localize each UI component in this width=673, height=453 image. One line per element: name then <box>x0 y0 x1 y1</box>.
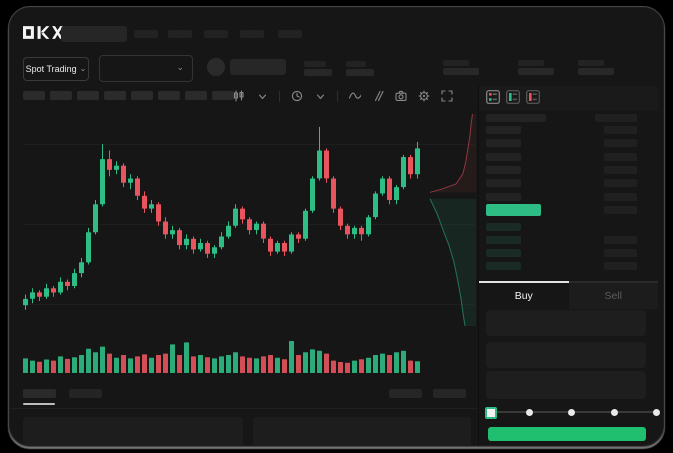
candlestick-chart[interactable] <box>23 114 421 329</box>
toolbar-divider <box>279 90 280 102</box>
slider-handle[interactable] <box>485 407 497 419</box>
camera-icon[interactable] <box>395 90 407 102</box>
book-bids-only-icon[interactable] <box>506 90 520 104</box>
bottom-tab-skeleton[interactable] <box>69 389 102 398</box>
trade-tabs: Buy Sell <box>479 281 658 309</box>
ticker-stat-skeleton <box>578 60 604 66</box>
settings-gear-icon[interactable] <box>418 90 430 102</box>
active-tab-underline <box>23 403 55 405</box>
nav-search-skeleton <box>61 26 127 42</box>
bottom-tab-active-skeleton[interactable] <box>23 389 56 398</box>
pair-coin-icon <box>207 58 225 76</box>
orderbook-mid-price[interactable] <box>486 204 541 216</box>
candle-type-icon[interactable] <box>233 90 245 102</box>
toolbar-item-skeleton <box>185 91 207 100</box>
ask-amount-skeleton <box>604 139 637 147</box>
nav-item-skeleton <box>168 30 192 38</box>
ask-amount-skeleton <box>604 193 637 201</box>
ticker-stat-skeleton <box>304 69 332 76</box>
bottom-panel-skeleton <box>253 417 471 446</box>
indicator-wave-icon[interactable] <box>349 90 361 102</box>
toolbar-item-skeleton <box>158 91 180 100</box>
ask-price-skeleton <box>486 166 521 174</box>
order-total-field[interactable] <box>486 371 646 399</box>
ask-price-skeleton <box>486 179 521 187</box>
nav-item-skeleton <box>134 30 158 38</box>
interval-clock-icon[interactable] <box>291 90 303 102</box>
ask-price-skeleton <box>486 139 521 147</box>
orderbook-header-skeleton <box>486 114 546 122</box>
ticker-stat-skeleton <box>578 68 614 75</box>
nav-item-skeleton <box>278 30 302 38</box>
nav-item-skeleton <box>240 30 264 38</box>
pair-selector-dropdown[interactable]: ⌄ <box>99 55 193 82</box>
bottom-action-skeleton[interactable] <box>433 389 466 398</box>
ticker-stat-skeleton <box>346 69 374 76</box>
market-type-label: Spot Trading <box>25 64 77 74</box>
toolbar-item-skeleton <box>104 91 126 100</box>
slider-dot[interactable] <box>567 408 575 416</box>
toolbar-item-skeleton <box>212 91 234 100</box>
bid-amount-skeleton <box>604 262 637 270</box>
market-type-dropdown[interactable]: Spot Trading ⌄ <box>23 57 89 81</box>
toolbar-item-skeleton <box>131 91 153 100</box>
bid-price-skeleton <box>486 236 521 244</box>
ticker-stat-skeleton <box>304 61 326 67</box>
tab-buy[interactable]: Buy <box>479 281 569 309</box>
orderbook-header-skeleton <box>595 114 637 122</box>
ask-amount-skeleton <box>604 166 637 174</box>
slider-dot[interactable] <box>652 408 660 416</box>
ticker-stat-skeleton <box>518 68 554 75</box>
ticker-stat-skeleton <box>443 68 479 75</box>
ticker-stat-skeleton <box>443 60 469 66</box>
caret-down-icon[interactable] <box>256 90 268 102</box>
divider <box>9 408 478 409</box>
ask-price-skeleton <box>486 126 521 134</box>
ask-price-skeleton <box>486 153 521 161</box>
bottom-action-skeleton[interactable] <box>389 389 422 398</box>
bid-price-skeleton <box>486 249 521 257</box>
order-price-field[interactable] <box>486 310 646 336</box>
ticker-stat-skeleton <box>346 61 366 67</box>
ask-amount-skeleton <box>604 126 637 134</box>
fullscreen-icon[interactable] <box>441 90 453 102</box>
buy-submit-button[interactable] <box>488 427 646 441</box>
ask-amount-skeleton <box>604 153 637 161</box>
nav-item-skeleton <box>204 30 228 38</box>
tab-sell[interactable]: Sell <box>568 281 658 309</box>
order-amount-field[interactable] <box>486 342 646 368</box>
compare-icon[interactable] <box>372 90 384 102</box>
divider <box>478 85 479 446</box>
pair-name-skeleton <box>230 59 286 75</box>
toolbar-item-skeleton <box>77 91 99 100</box>
chart-toolbar-icons <box>233 89 453 103</box>
book-combined-icon[interactable] <box>486 90 500 104</box>
slider-dot[interactable] <box>525 408 533 416</box>
toolbar-item-skeleton <box>50 91 72 100</box>
bid-amount-skeleton <box>604 249 637 257</box>
ask-price-skeleton <box>486 193 521 201</box>
ticker-stat-skeleton <box>518 60 544 66</box>
ask-amount-skeleton <box>604 179 637 187</box>
caret-down-icon[interactable] <box>314 90 326 102</box>
book-asks-only-icon[interactable] <box>526 90 540 104</box>
toolbar-item-skeleton <box>23 91 45 100</box>
mid-amount-skeleton <box>604 206 637 214</box>
slider-dot[interactable] <box>610 408 618 416</box>
app-window: Spot Trading ⌄ ⌄ Buy Sell <box>8 6 665 447</box>
gridline <box>23 144 475 145</box>
bottom-panel-skeleton <box>23 417 243 446</box>
toolbar-divider <box>337 90 338 102</box>
volume-chart <box>23 341 420 373</box>
bid-price-skeleton <box>486 262 521 270</box>
gridline <box>23 304 475 305</box>
bid-amount-skeleton <box>604 236 637 244</box>
bid-price-skeleton <box>486 223 521 231</box>
chevron-down-icon: ⌄ <box>176 62 184 72</box>
depth-overlay-chart <box>429 114 476 326</box>
chevron-down-icon: ⌄ <box>79 64 87 73</box>
okx-logo[interactable] <box>23 25 63 40</box>
